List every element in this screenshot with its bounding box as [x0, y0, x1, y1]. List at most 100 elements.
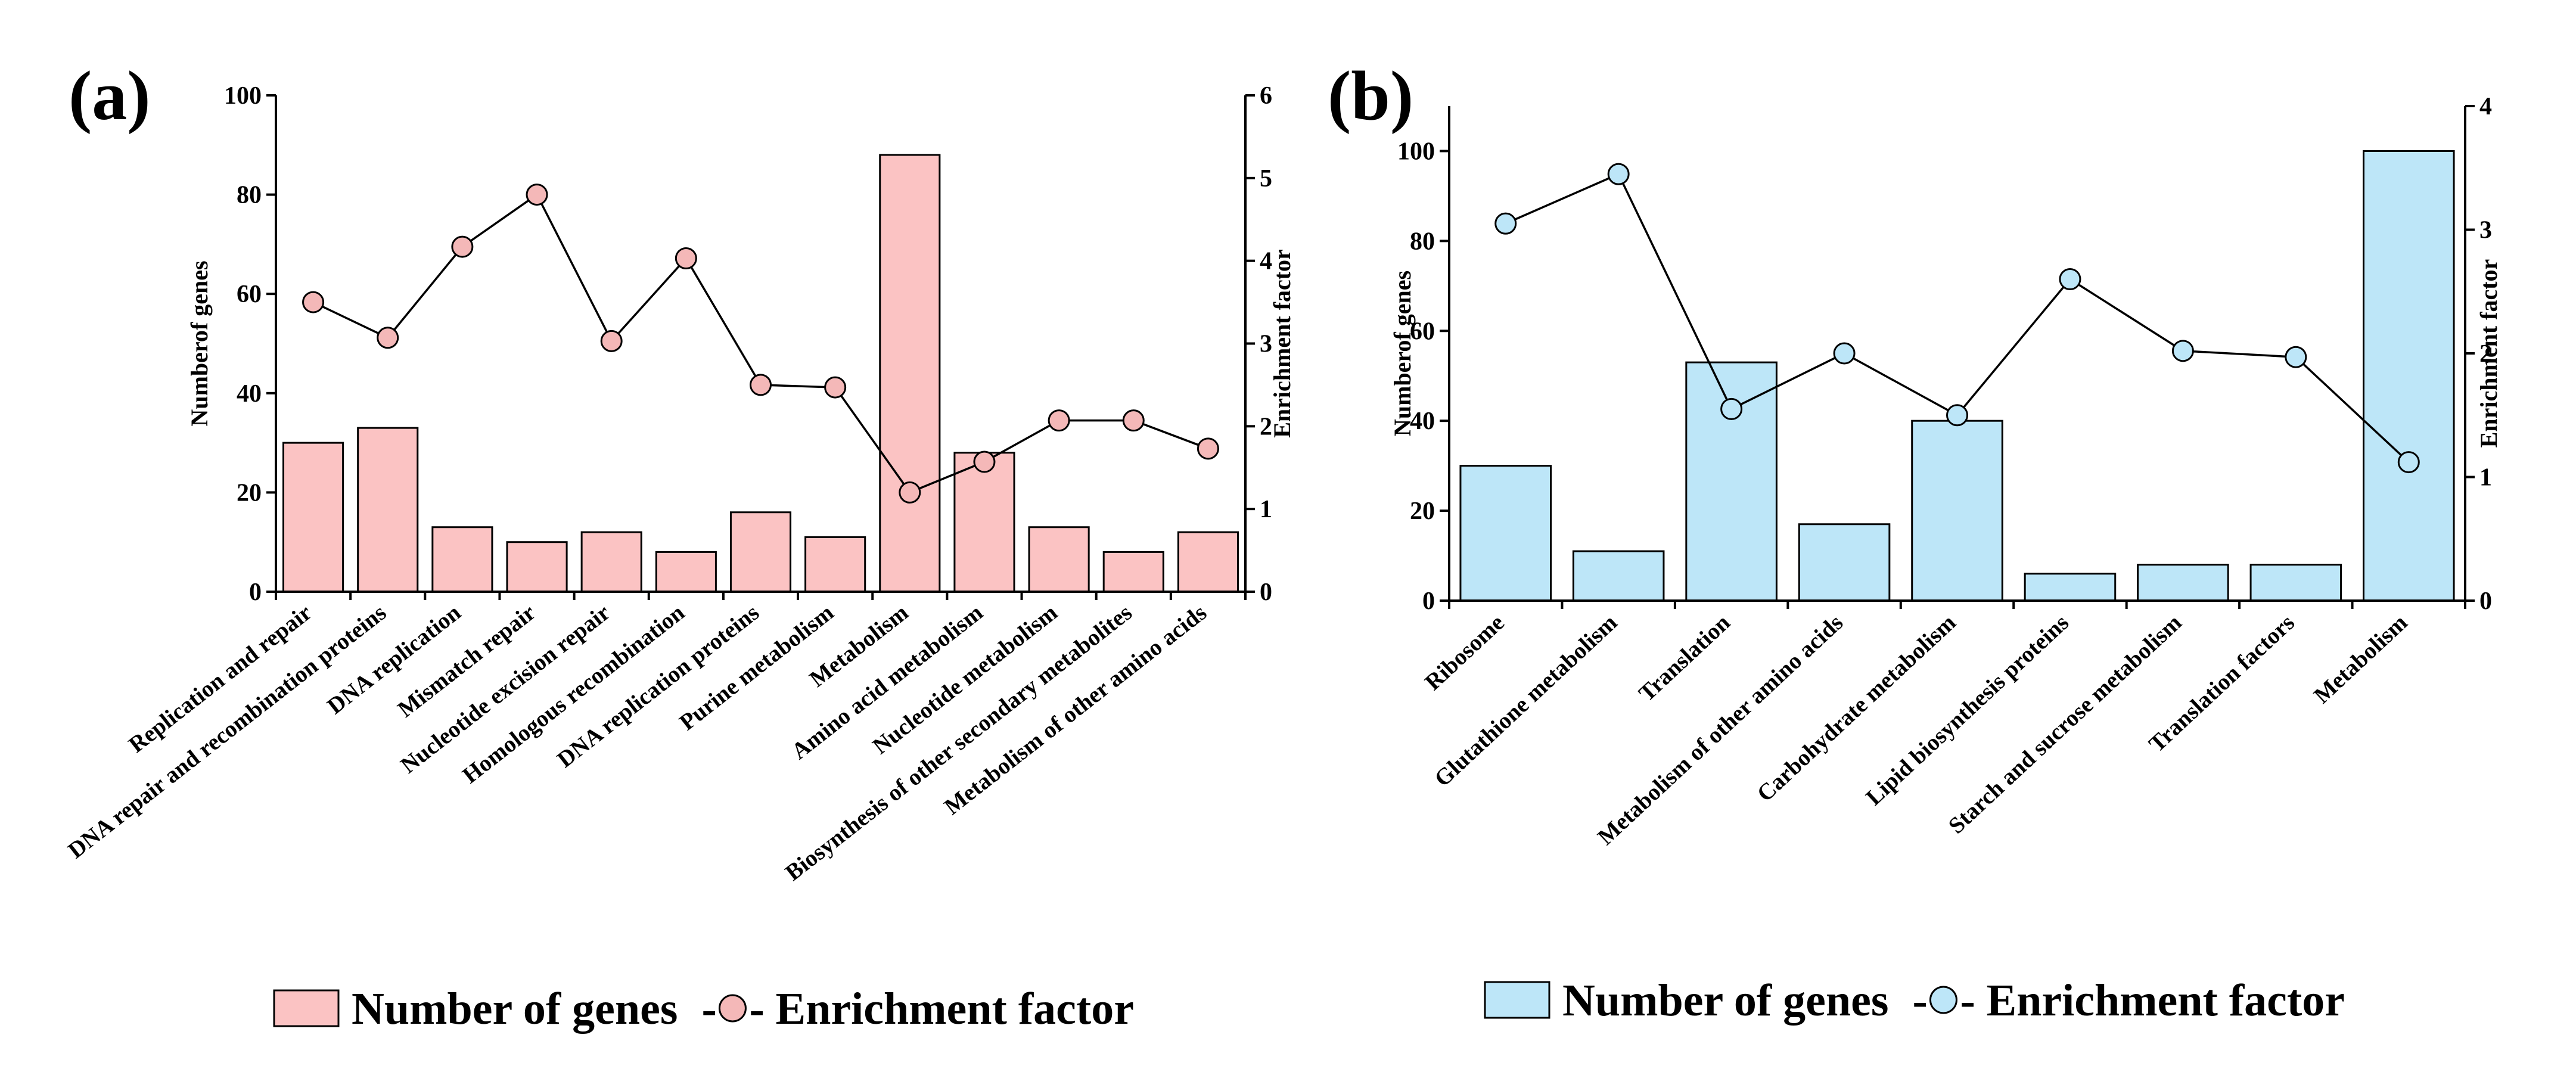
y-tick-label: 40: [237, 380, 262, 408]
legend-line-dash-right: -: [749, 984, 764, 1034]
legend-line-dash-left: -: [1912, 975, 1927, 1026]
y2-tick-label: 0: [1260, 579, 1272, 606]
bar-5: [1911, 420, 2003, 602]
enrichment-point-5: [1946, 404, 1968, 427]
y2-tick-label: 1: [1260, 496, 1272, 523]
enrichment-point-4: [1833, 342, 1856, 365]
legend-marker-icon: [718, 994, 747, 1023]
x-category-label: Lipid biosynthesis proteins: [1861, 610, 2074, 810]
bar-4: [1798, 523, 1891, 602]
bar-3: [431, 526, 493, 593]
legend-bar-label: Number of genes: [1562, 975, 1888, 1026]
bar-7: [729, 511, 792, 593]
legend: Number of genes - - Enrichment factor: [1484, 975, 2345, 1026]
enrichment-line: [312, 193, 1209, 494]
bar-9: [2363, 150, 2455, 602]
legend-line-dash-right: -: [1960, 975, 1975, 1026]
x-category-label: Biosynthesis of other secondary metaboli…: [781, 599, 1137, 886]
y2-tick-label: 0: [2479, 588, 2492, 615]
y-axis-title: Numberof genes: [1389, 271, 1416, 436]
bar-11: [1028, 526, 1090, 593]
x-category-label: Starch and sucrose metabolism: [1944, 610, 2187, 838]
enrichment-point-3: [451, 235, 474, 258]
bar-6: [2024, 573, 2117, 602]
y-tick-label: 20: [237, 479, 262, 507]
y2-tick-label: 2: [2479, 340, 2492, 368]
y2-tick-label: 3: [2479, 217, 2492, 244]
legend-bar-label: Number of genes: [352, 984, 678, 1034]
y-tick-label: 40: [1410, 408, 1435, 435]
bar-13: [1177, 531, 1239, 593]
y2-tick-label: 6: [1260, 82, 1272, 110]
y-tick-label: 80: [237, 182, 262, 209]
enrichment-point-11: [1048, 409, 1070, 432]
y-tick-label: 100: [224, 82, 262, 110]
bar-1: [1459, 465, 1552, 602]
x-category-label: Metabolism of other amino acids: [1593, 610, 1848, 850]
bar-4: [506, 541, 568, 593]
y-tick-label: 100: [1397, 138, 1435, 165]
y2-tick-label: 4: [1260, 248, 1272, 275]
x-category-label: Translation: [1634, 610, 1735, 707]
enrichment-point-12: [1122, 409, 1145, 432]
bar-8: [2249, 564, 2342, 602]
enrichment-point-4: [526, 184, 548, 206]
panel-label: (b): [1328, 57, 1413, 135]
enrichment-point-1: [302, 291, 325, 313]
bar-6: [655, 551, 717, 593]
enrichment-point-9: [2397, 451, 2420, 474]
y2-tick-label: 3: [1260, 331, 1272, 358]
x-category-label: Glutathione metabolism: [1430, 610, 1622, 792]
y2-tick-label: 4: [2479, 93, 2492, 120]
legend: Number of genes - - Enrichment factor: [273, 984, 1134, 1034]
x-category-label: Carbohydrate metabolism: [1752, 610, 1960, 807]
enrichment-point-6: [675, 247, 697, 270]
x-category-label: Ribosome: [1420, 610, 1509, 695]
bar-5: [580, 531, 642, 593]
y2-tick-label: 2: [1260, 413, 1272, 440]
x-category-label: Metabolism: [2309, 610, 2413, 709]
bar-10: [953, 452, 1015, 593]
bar-2: [357, 427, 419, 593]
bar-12: [1102, 551, 1164, 593]
legend-marker-icon: [1929, 986, 1957, 1014]
legend-line-label: Enrichment factor: [775, 984, 1134, 1034]
y-tick-label: 60: [1410, 318, 1435, 345]
enrichment-point-2: [1607, 163, 1630, 185]
bar-7: [2137, 564, 2229, 602]
enrichment-point-8: [824, 376, 847, 399]
enrichment-point-1: [1494, 212, 1517, 235]
legend-bar-swatch: [1484, 981, 1550, 1019]
panel-label: (a): [69, 57, 151, 135]
enrichment-point-8: [2285, 346, 2307, 368]
enrichment-point-5: [600, 330, 623, 352]
enrichment-point-7: [750, 374, 772, 396]
legend-bar-swatch: [273, 989, 340, 1027]
bar-2: [1572, 550, 1665, 602]
y-tick-label: 0: [1422, 588, 1435, 615]
bar-9: [879, 154, 941, 593]
y2-axis-title: Enrichment factor: [1269, 249, 1295, 438]
bar-8: [804, 536, 866, 593]
legend-line-dash-left: -: [701, 984, 716, 1034]
y-tick-label: 0: [249, 579, 262, 606]
enrichment-point-7: [2171, 340, 2194, 362]
y2-tick-label: 1: [2479, 464, 2492, 492]
enrichment-point-2: [377, 327, 399, 349]
legend-line-label: Enrichment factor: [1986, 975, 2345, 1026]
x-category-label: DNA repair and recombination proteins: [63, 599, 391, 863]
enrichment-point-13: [1197, 437, 1219, 460]
enrichment-point-9: [899, 481, 921, 504]
y-tick-label: 20: [1410, 498, 1435, 525]
y-tick-label: 60: [237, 281, 262, 308]
enrichment-point-3: [1720, 397, 1743, 420]
y-tick-label: 80: [1410, 228, 1435, 255]
bar-1: [282, 442, 344, 593]
enrichment-point-6: [2059, 268, 2081, 290]
y2-tick-label: 5: [1260, 165, 1272, 192]
y2-axis-title: Enrichment factor: [2475, 259, 2502, 448]
chart-panel-b: (b) 0 20 40 60 80 100 0 1 2 3 4 RibosomeGlutathione …: [1328, 57, 2502, 1026]
enrichment-point-10: [973, 450, 996, 473]
